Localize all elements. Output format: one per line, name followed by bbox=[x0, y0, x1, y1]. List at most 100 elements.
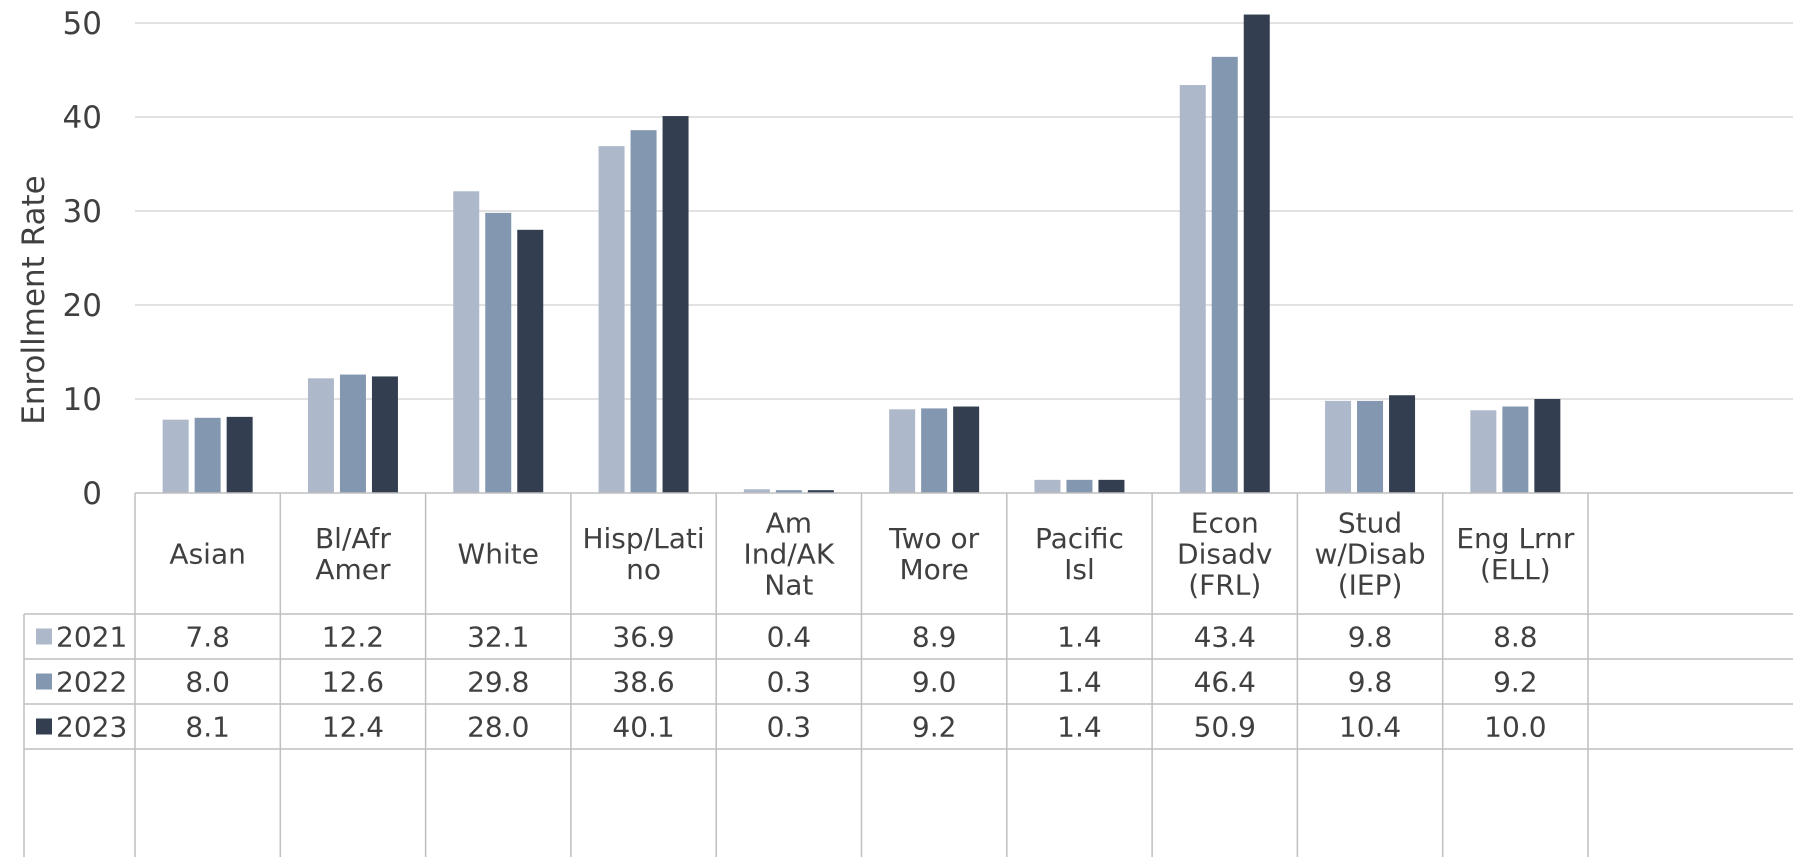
table-cell: 1.4 bbox=[1057, 621, 1102, 654]
table-cell: 10.4 bbox=[1339, 711, 1401, 744]
legend-swatch-2023 bbox=[36, 718, 52, 735]
table-cell: 32.1 bbox=[467, 621, 529, 654]
category-label-line: Nat bbox=[764, 569, 813, 602]
bar-2022-9 bbox=[1502, 406, 1529, 493]
y-tick-label: 20 bbox=[63, 288, 102, 324]
bar-2022-2 bbox=[485, 212, 512, 493]
table-cell: 50.9 bbox=[1194, 711, 1256, 744]
category-label: Bl/Afr Amer bbox=[315, 522, 391, 586]
bar-2023-0 bbox=[226, 416, 253, 493]
bar-2021-8 bbox=[1325, 400, 1352, 493]
bar-2022-8 bbox=[1357, 400, 1384, 493]
category-label-line: Stud bbox=[1338, 507, 1402, 540]
table-cell: 29.8 bbox=[467, 666, 529, 699]
bar-2021-9 bbox=[1470, 410, 1497, 493]
legend-swatch-2022 bbox=[36, 673, 52, 690]
table-cell: 10.0 bbox=[1484, 711, 1546, 744]
table-cell: 12.2 bbox=[322, 621, 384, 654]
table-cell: 9.0 bbox=[912, 666, 957, 699]
bar-2022-4 bbox=[775, 490, 802, 493]
category-label-line: Bl/Afr bbox=[315, 522, 391, 555]
bar-2021-3 bbox=[598, 146, 625, 493]
table-cell: 9.2 bbox=[1493, 666, 1538, 699]
table-cell: 1.4 bbox=[1057, 711, 1102, 744]
legend-label-2023: 2023 bbox=[56, 711, 127, 744]
category-label: Eng Lrnr (ELL) bbox=[1456, 522, 1574, 586]
bar-2023-3 bbox=[662, 116, 689, 493]
bar-2022-1 bbox=[339, 374, 366, 493]
category-label-line: Asian bbox=[169, 538, 245, 571]
category-label: Econ Disadv (FRL) bbox=[1177, 507, 1272, 602]
bar-2021-1 bbox=[307, 378, 334, 493]
table-cell: 0.3 bbox=[767, 711, 812, 744]
category-label-line: (FRL) bbox=[1188, 569, 1261, 602]
table-cell: 8.9 bbox=[912, 621, 957, 654]
bar-2023-5 bbox=[953, 406, 980, 493]
bar-2022-6 bbox=[1066, 479, 1093, 493]
data-table: Asian Bl/Afr Amer White Hisp/Lati no Am Ind/AK N… bbox=[23, 492, 1793, 857]
bar-2023-2 bbox=[517, 229, 544, 494]
bar-2023-7 bbox=[1243, 14, 1270, 493]
table-cell: 38.6 bbox=[612, 666, 674, 699]
table-cell: 12.6 bbox=[322, 666, 384, 699]
y-axis-ticks: 0 10 20 30 40 50 bbox=[63, 6, 102, 512]
table-cell: 28.0 bbox=[467, 711, 529, 744]
bar-2021-7 bbox=[1179, 85, 1206, 493]
y-tick-label: 0 bbox=[82, 476, 102, 512]
category-label: Two or More bbox=[888, 522, 980, 586]
category-label: Stud w/Disab (IEP) bbox=[1314, 507, 1425, 602]
table-cell: 36.9 bbox=[612, 621, 674, 654]
category-label-line: (IEP) bbox=[1338, 569, 1403, 602]
bar-2023-4 bbox=[807, 490, 834, 493]
category-label-line: Disadv bbox=[1177, 538, 1272, 571]
y-tick-label: 40 bbox=[63, 100, 102, 136]
category-label-line: (ELL) bbox=[1480, 553, 1551, 586]
category-label: Am Ind/AK Nat bbox=[743, 507, 834, 602]
category-label-line: Amer bbox=[315, 553, 391, 586]
table-cell: 8.8 bbox=[1493, 621, 1538, 654]
table-cell: 43.4 bbox=[1194, 621, 1256, 654]
table-cell: 9.8 bbox=[1348, 621, 1393, 654]
table-cell: 12.4 bbox=[322, 711, 384, 744]
legend-label-2021: 2021 bbox=[56, 621, 127, 654]
bar-2022-3 bbox=[630, 130, 657, 493]
bar-2022-0 bbox=[194, 417, 221, 493]
bar-2023-8 bbox=[1389, 395, 1416, 493]
table-cell: 0.4 bbox=[767, 621, 812, 654]
category-label-line: Hisp/Lati bbox=[582, 522, 704, 555]
category-label-line: Econ bbox=[1191, 507, 1259, 540]
table-cell: 9.2 bbox=[912, 711, 957, 744]
y-axis-title: Enrollment Rate bbox=[16, 175, 52, 425]
category-label-line: More bbox=[899, 553, 968, 586]
category-label-line: no bbox=[626, 553, 661, 586]
bar-2021-5 bbox=[889, 409, 916, 493]
category-label-line: w/Disab bbox=[1314, 538, 1425, 571]
category-label-line: Am bbox=[766, 507, 812, 540]
category-label-line: Isl bbox=[1064, 553, 1095, 586]
y-tick-label: 50 bbox=[63, 6, 102, 42]
bar-2021-0 bbox=[162, 419, 189, 493]
bar-2023-6 bbox=[1098, 479, 1125, 493]
legend-label-2022: 2022 bbox=[56, 666, 127, 699]
category-label: Asian bbox=[169, 538, 245, 571]
bar-2021-2 bbox=[453, 191, 480, 493]
bar-2023-9 bbox=[1534, 399, 1561, 493]
table-cell: 1.4 bbox=[1057, 666, 1102, 699]
category-label-line: Ind/AK bbox=[743, 538, 834, 571]
table-cell: 8.0 bbox=[185, 666, 230, 699]
table-cell: 40.1 bbox=[612, 711, 674, 744]
category-label: White bbox=[458, 538, 539, 571]
table-cell: 0.3 bbox=[767, 666, 812, 699]
category-label: Hisp/Lati no bbox=[582, 522, 704, 586]
gridlines bbox=[135, 22, 1793, 400]
bar-2021-4 bbox=[743, 489, 770, 493]
category-label-line: Eng Lrnr bbox=[1456, 522, 1574, 555]
table-cell: 9.8 bbox=[1348, 666, 1393, 699]
table-cell: 46.4 bbox=[1194, 666, 1256, 699]
table-cell: 7.8 bbox=[185, 621, 230, 654]
y-tick-label: 30 bbox=[63, 194, 102, 230]
y-tick-label: 10 bbox=[63, 382, 102, 418]
bars bbox=[162, 14, 1561, 494]
table-cell: 8.1 bbox=[185, 711, 230, 744]
